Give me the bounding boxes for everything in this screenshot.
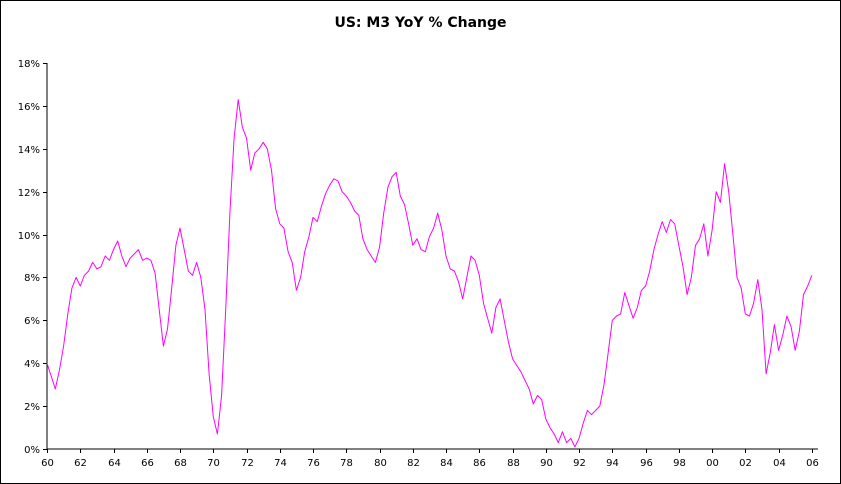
y-tick-label: 16%: [18, 102, 40, 113]
y-tick-label: 14%: [18, 145, 40, 156]
y-tick-label: 2%: [24, 402, 40, 413]
x-tick-label: 94: [606, 458, 619, 469]
x-tick-label: 92: [573, 458, 586, 469]
chart-title: US: M3 YoY % Change: [334, 15, 507, 31]
x-tick-label: 74: [274, 458, 287, 469]
x-tick-label: 66: [141, 458, 154, 469]
x-tick-label: 70: [207, 458, 220, 469]
x-tick-label: 90: [540, 458, 553, 469]
x-tick-label: 80: [374, 458, 387, 469]
y-tick-label: 12%: [18, 188, 40, 199]
x-tick-label: 04: [773, 458, 786, 469]
x-tick-label: 60: [41, 458, 54, 469]
x-tick-label: 76: [307, 458, 320, 469]
x-tick-label: 62: [74, 458, 87, 469]
x-axis-ticks: 60 62 64 66 68 70 72 74 76 78 80 82 84 86 88 90 92 94 96 98…: [41, 449, 819, 469]
y-tick-label: 8%: [24, 273, 40, 284]
y-tick-label: 18%: [18, 59, 40, 70]
x-tick-label: 88: [507, 458, 520, 469]
x-tick-label: 06: [806, 458, 819, 469]
y-tick-label: 6%: [24, 316, 40, 327]
series-line-m3-yoy: [46, 99, 813, 448]
x-tick-label: 98: [673, 458, 686, 469]
x-tick-label: 02: [739, 458, 752, 469]
y-axis-ticks: 0% 2% 4% 6% 8% 10% 12% 14% 16% 18%: [18, 59, 47, 456]
x-tick-label: 78: [340, 458, 353, 469]
x-tick-label: 00: [706, 458, 719, 469]
x-tick-label: 68: [174, 458, 187, 469]
y-tick-label: 0%: [24, 445, 40, 456]
x-tick-label: 82: [407, 458, 420, 469]
x-tick-label: 86: [473, 458, 486, 469]
x-tick-label: 64: [108, 458, 121, 469]
y-tick-label: 4%: [24, 359, 40, 370]
x-tick-label: 84: [440, 458, 453, 469]
x-tick-label: 96: [640, 458, 653, 469]
y-tick-label: 10%: [18, 231, 40, 242]
x-tick-label: 72: [241, 458, 254, 469]
